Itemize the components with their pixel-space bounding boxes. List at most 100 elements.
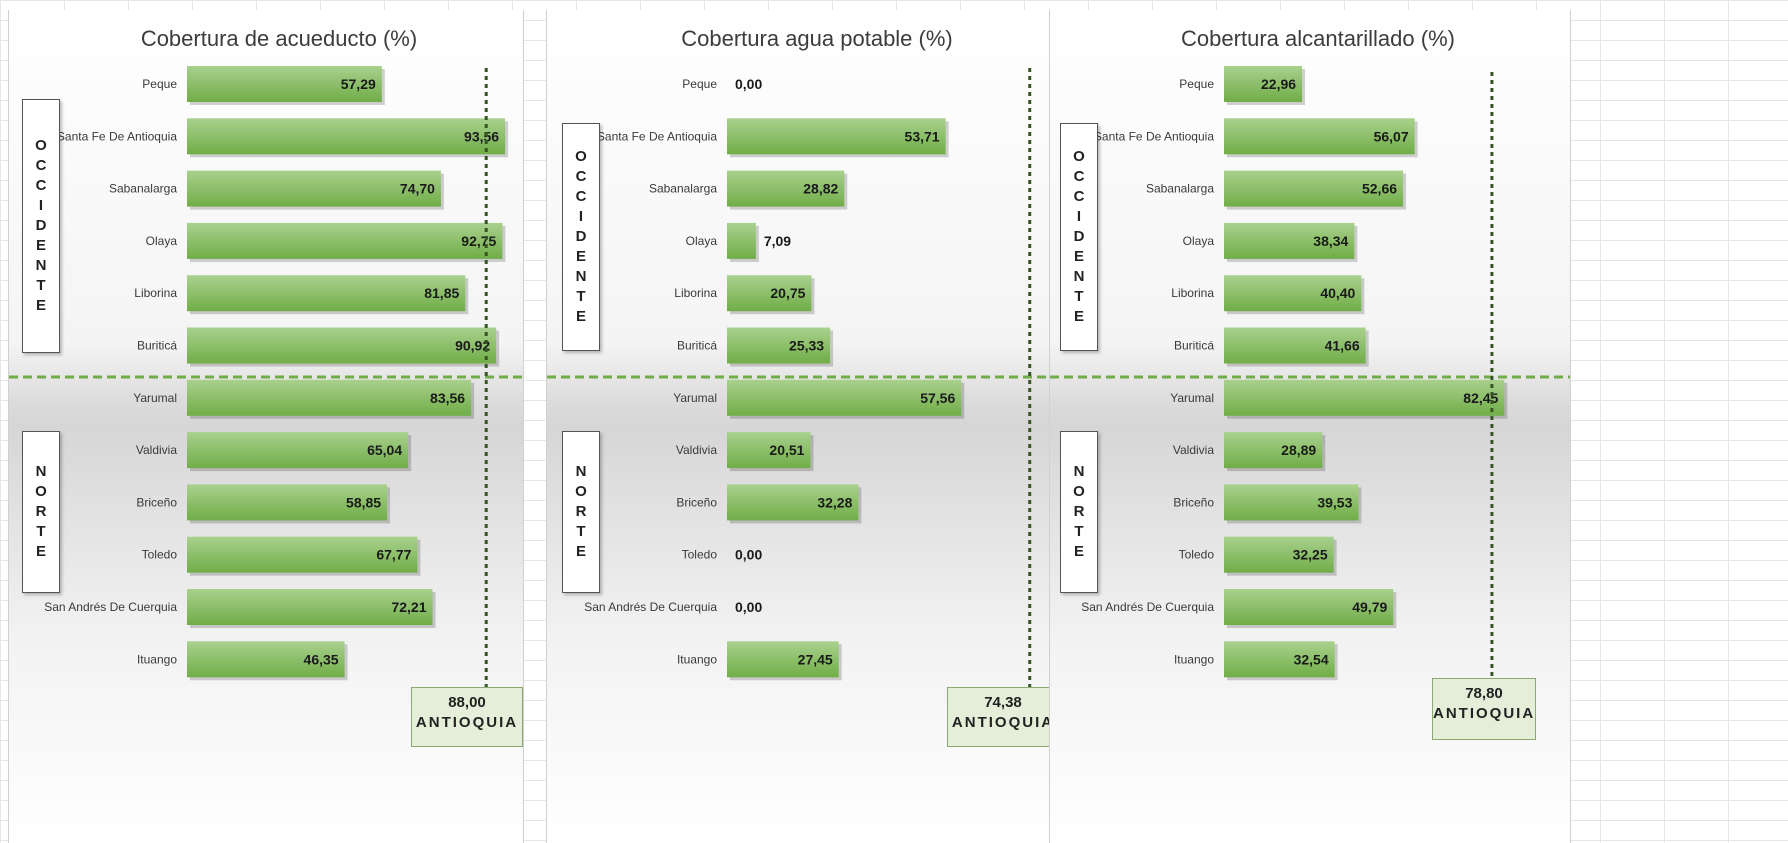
bar bbox=[1224, 222, 1355, 259]
bar bbox=[1224, 327, 1366, 364]
region-letter: C bbox=[575, 168, 587, 185]
region-letter: N bbox=[1073, 463, 1085, 480]
bar-value-label: 25,33 bbox=[789, 338, 824, 354]
category-label: Ituango bbox=[677, 652, 717, 666]
chart-title: Cobertura de acueducto (%) bbox=[141, 26, 417, 51]
bar bbox=[1224, 589, 1394, 625]
bar-value-label: 40,40 bbox=[1320, 285, 1355, 301]
category-label: Briceño bbox=[1173, 495, 1214, 509]
bar bbox=[1224, 484, 1359, 521]
region-letter: E bbox=[575, 308, 586, 325]
region-letter: E bbox=[1073, 248, 1084, 265]
region-letter: T bbox=[36, 277, 46, 294]
region-letter: N bbox=[1073, 268, 1085, 285]
antioquia-value: 78,80 bbox=[1465, 685, 1503, 702]
category-label: Peque bbox=[1179, 77, 1214, 91]
chart-title: Cobertura agua potable (%) bbox=[681, 26, 953, 51]
bar-value-label: 58,85 bbox=[346, 494, 381, 510]
region-letter: C bbox=[575, 188, 587, 205]
category-label: Sabanalarga bbox=[1146, 182, 1214, 196]
bar bbox=[187, 536, 418, 573]
antioquia-label: ANTIOQUIA bbox=[1433, 705, 1536, 722]
bar bbox=[727, 170, 845, 207]
bar bbox=[187, 379, 472, 416]
region-letter: D bbox=[35, 217, 47, 234]
region-letter: C bbox=[35, 177, 47, 194]
bar bbox=[1224, 66, 1303, 102]
chart-panel-alcantarillado: Cobertura alcantarillado (%) Peque 22,96 Sa… bbox=[1049, 10, 1571, 843]
category-label: San Andrés De Cuerquia bbox=[44, 600, 177, 614]
bar bbox=[187, 222, 503, 259]
category-label: Yarumal bbox=[133, 391, 177, 405]
bar-value-label: 57,29 bbox=[341, 76, 376, 92]
category-label: Liborina bbox=[674, 286, 717, 300]
category-label: Buriticá bbox=[137, 339, 177, 353]
category-label: Toledo bbox=[1179, 548, 1215, 562]
region-letter: T bbox=[36, 523, 46, 540]
region-letter: T bbox=[576, 288, 586, 305]
bar-value-label: 32,28 bbox=[817, 494, 852, 510]
region-letter: E bbox=[1073, 308, 1084, 325]
category-label: Yarumal bbox=[673, 391, 717, 405]
region-letter: E bbox=[1073, 543, 1084, 560]
region-letter: R bbox=[35, 503, 47, 520]
chart-svg-acueducto: Cobertura de acueducto (%) Peque 57,29 Sant… bbox=[9, 26, 523, 688]
bar-value-label: 20,51 bbox=[769, 442, 804, 458]
region-letter: C bbox=[35, 157, 47, 174]
bar-value-label: 83,56 bbox=[430, 390, 465, 406]
bar bbox=[187, 118, 506, 155]
region-letter: N bbox=[575, 463, 587, 480]
category-label: Buriticá bbox=[1174, 339, 1214, 353]
bar-value-label: 90,92 bbox=[455, 338, 490, 354]
bar bbox=[187, 432, 409, 469]
bar bbox=[1224, 641, 1335, 678]
bar bbox=[727, 222, 756, 259]
bar bbox=[1224, 432, 1323, 469]
bar-value-label: 57,56 bbox=[920, 390, 955, 406]
bar-value-label: 0,00 bbox=[735, 599, 762, 615]
category-label: Liborina bbox=[134, 286, 177, 300]
bar-value-label: 41,66 bbox=[1325, 338, 1360, 354]
region-letter: N bbox=[35, 463, 47, 480]
region-letter: O bbox=[575, 148, 587, 165]
bar-value-label: 72,21 bbox=[391, 599, 426, 615]
bar-value-label: 39,53 bbox=[1317, 494, 1352, 510]
category-label: Sabanalarga bbox=[109, 182, 177, 196]
category-label: Ituango bbox=[137, 652, 177, 666]
category-label: Liborina bbox=[1171, 286, 1214, 300]
bar bbox=[727, 275, 812, 312]
bar bbox=[187, 170, 441, 207]
bar bbox=[1224, 275, 1362, 312]
region-letter: T bbox=[1074, 288, 1084, 305]
bar bbox=[727, 641, 839, 678]
bar-value-label: 67,77 bbox=[376, 547, 411, 563]
bar-value-label: 32,54 bbox=[1294, 651, 1329, 667]
region-letter: E bbox=[575, 543, 586, 560]
region-letter: O bbox=[1073, 483, 1085, 500]
region-letter: E bbox=[35, 297, 46, 314]
region-letter: E bbox=[35, 543, 46, 560]
region-letter: O bbox=[35, 483, 47, 500]
bar-value-label: 46,35 bbox=[304, 651, 339, 667]
region-letter: O bbox=[575, 483, 587, 500]
bar-value-label: 0,00 bbox=[735, 76, 762, 92]
bar-value-label: 74,70 bbox=[400, 181, 435, 197]
region-letter: N bbox=[575, 268, 587, 285]
region-letter: E bbox=[575, 248, 586, 265]
category-label: Sabanalarga bbox=[649, 182, 717, 196]
bar-value-label: 65,04 bbox=[367, 442, 402, 458]
region-letter: C bbox=[1073, 168, 1085, 185]
chart-panel-agua-potable: Cobertura agua potable (%) Peque 0,00 Santa… bbox=[546, 10, 1050, 843]
bar-value-label: 27,45 bbox=[798, 651, 833, 667]
bar bbox=[1224, 118, 1415, 155]
bar bbox=[1224, 536, 1334, 573]
category-label: Olaya bbox=[146, 234, 178, 248]
bar bbox=[187, 66, 382, 102]
category-label: Peque bbox=[142, 77, 177, 91]
bar-value-label: 28,82 bbox=[803, 181, 838, 197]
